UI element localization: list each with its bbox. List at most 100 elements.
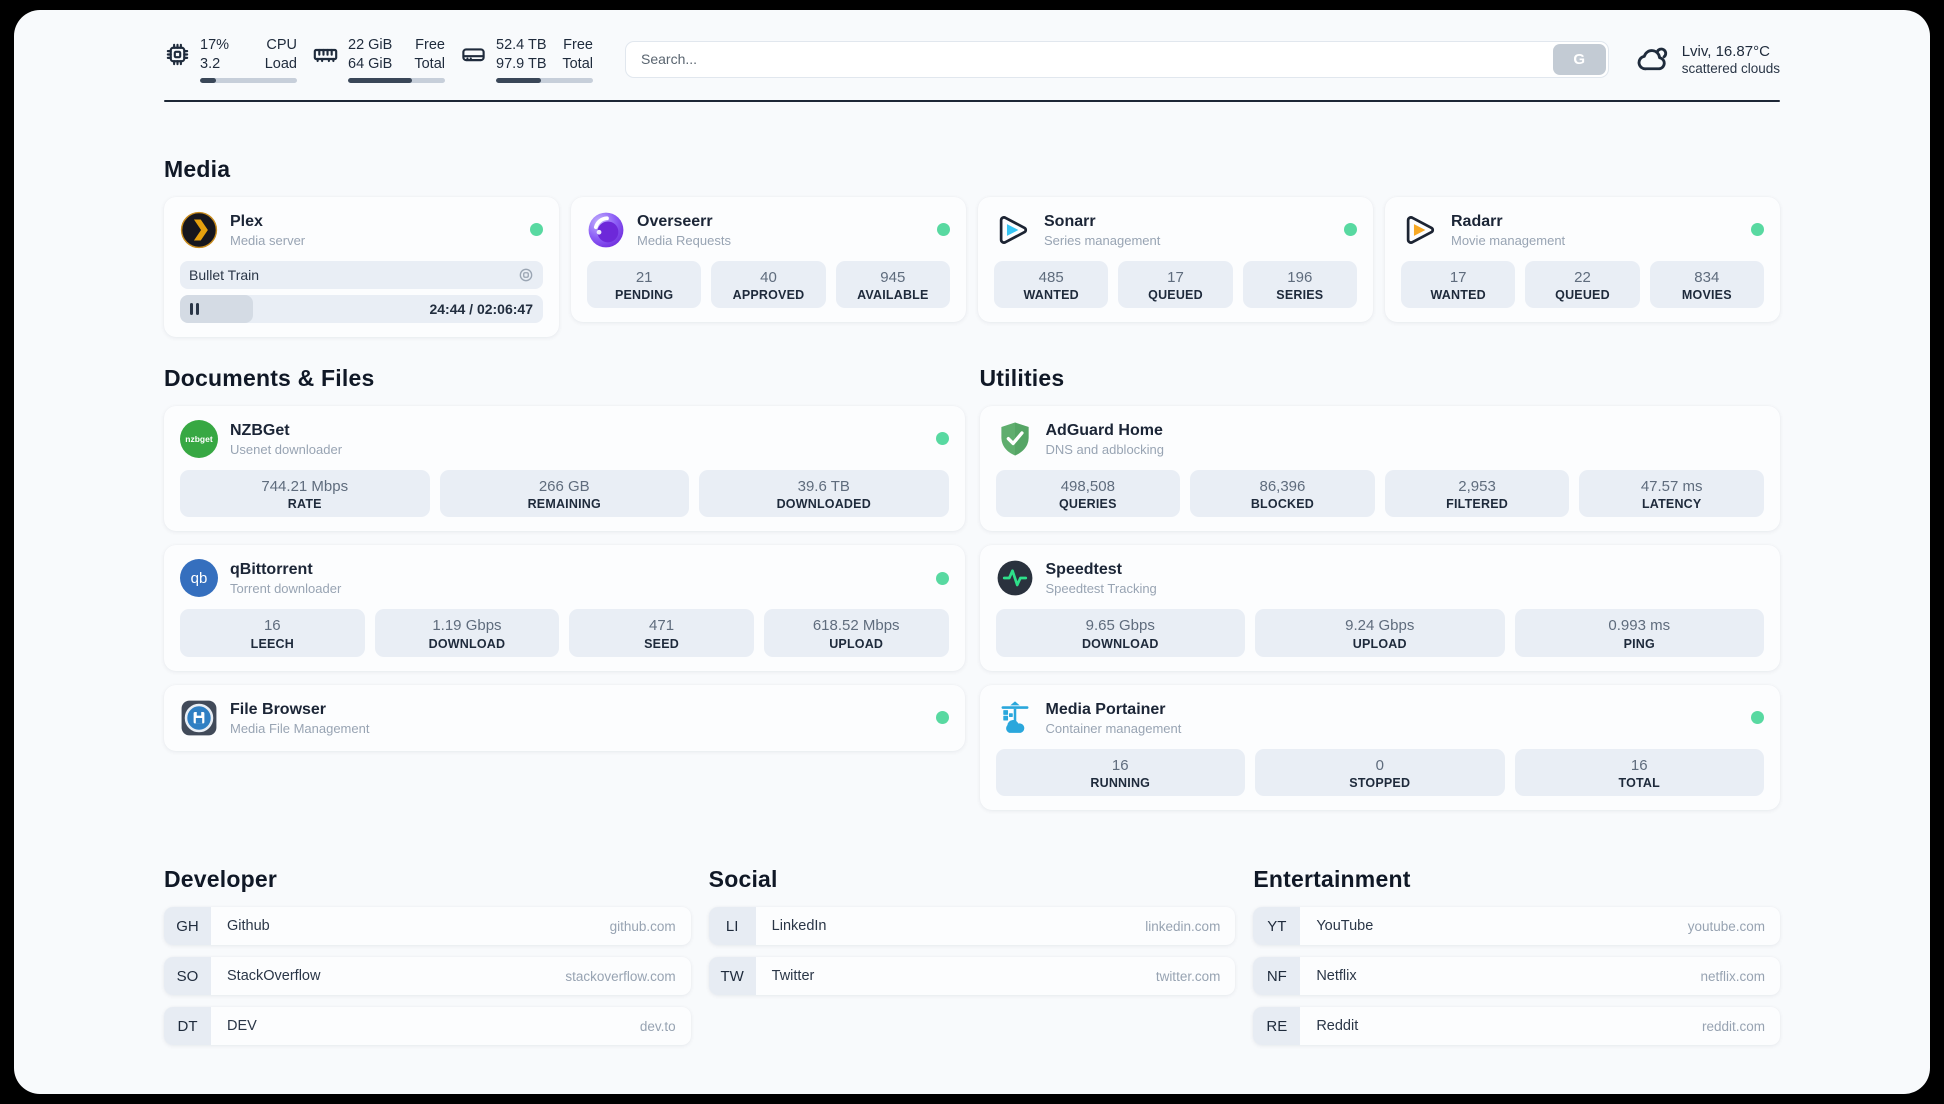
bookmark-youtube[interactable]: YT YouTube youtube.com — [1253, 907, 1780, 946]
stat-box: 0 STOPPED — [1255, 748, 1505, 797]
section-title-media: Media — [164, 155, 231, 182]
pause-button[interactable] — [190, 302, 202, 315]
bookmark-group-social: Social LI LinkedIn linkedin.com TW Twitt… — [708, 866, 1236, 996]
stat-box: 16 RUNNING — [995, 748, 1245, 797]
stat-box: 16 LEECH — [180, 609, 365, 657]
cpu-progress-bar — [200, 77, 297, 83]
app-subtitle: Media Requests — [637, 232, 731, 248]
bookmark-name: Github — [227, 918, 270, 935]
app-card-radarr[interactable]: Radarr Movie management 17 WANTED 22 QUE… — [1385, 196, 1780, 323]
bookmark-abbr: SO — [164, 957, 211, 996]
bookmark-url: stackoverflow.com — [565, 968, 676, 984]
bookmark-name: Reddit — [1316, 1018, 1359, 1035]
bookmark-linkedin[interactable]: LI LinkedIn linkedin.com — [708, 907, 1236, 946]
app-card-qbittorrent[interactable]: qb qBittorrent Torrent downloader 16 LEE… — [164, 545, 965, 671]
player-progress-row: 24:44 / 02:06:47 — [180, 294, 543, 323]
bookmark-url: dev.to — [639, 1018, 676, 1034]
app-card-nzbget[interactable]: nzbget NZBGet Usenet downloader 744.21 M… — [164, 405, 965, 532]
app-card-sonarr[interactable]: Sonarr Series management 485 WANTED 17 Q… — [978, 196, 1373, 323]
weather-widget: Lviv, 16.87°C scattered clouds — [1635, 41, 1780, 77]
search-bar: G — [625, 40, 1609, 78]
cpu-value-2: 3.2 — [200, 55, 221, 72]
bookmark-abbr: NF — [1253, 957, 1301, 996]
bookmark-url: github.com — [609, 918, 676, 934]
bookmark-name: YouTube — [1316, 918, 1374, 935]
cpu-value-1: 17% — [200, 37, 230, 53]
bookmark-twitter[interactable]: TW Twitter twitter.com — [708, 957, 1236, 996]
plex-icon — [180, 211, 218, 249]
memory-progress-bar — [348, 77, 445, 83]
sonarr-icon — [994, 211, 1032, 249]
status-dot — [935, 571, 949, 585]
app-name: NZBGet — [230, 421, 290, 439]
stat-box: 22 QUEUED — [1525, 260, 1640, 309]
status-dot — [935, 432, 949, 446]
storage-label-1: Free — [563, 37, 593, 53]
app-card-adguard[interactable]: AdGuard Home DNS and adblocking 498,508 … — [979, 405, 1780, 532]
bookmark-netflix[interactable]: NF Netflix netflix.com — [1253, 957, 1780, 996]
memory-value-2: 64 GiB — [348, 55, 393, 72]
stat-box: 266 GB REMAINING — [439, 469, 689, 518]
bookmark-abbr: GH — [164, 907, 211, 946]
now-playing-row: Bullet Train — [180, 260, 543, 289]
app-subtitle: Media File Management — [230, 720, 370, 736]
stat-box: 498,508 QUERIES — [995, 469, 1181, 518]
stat-box: 86,396 BLOCKED — [1190, 469, 1375, 518]
now-playing-title: Bullet Train — [189, 266, 260, 283]
bookmark-reddit[interactable]: RE Reddit reddit.com — [1253, 1007, 1780, 1046]
stat-box: 17 WANTED — [1401, 260, 1516, 309]
bookmark-name: Netflix — [1316, 968, 1357, 985]
stat-box: 39.6 TB DOWNLOADED — [699, 469, 949, 518]
section-title-documents: Documents & Files — [164, 364, 375, 391]
memory-stat-widget: 22 GiB 64 GiB Free Total — [312, 36, 445, 83]
app-subtitle: Container management — [1045, 720, 1182, 736]
memory-label-2: Total — [414, 55, 445, 72]
bookmark-name: LinkedIn — [771, 918, 827, 935]
header: 17% 3.2 CPU Load — [164, 36, 1780, 83]
stat-box: 744.21 Mbps RATE — [180, 469, 430, 518]
bookmark-github[interactable]: GH Github github.com — [164, 907, 691, 946]
video-session-icon — [518, 267, 534, 283]
stat-box: 485 WANTED — [994, 260, 1109, 309]
app-card-overseerr[interactable]: Overseerr Media Requests 21 PENDING 40 A… — [571, 196, 966, 323]
app-card-plex[interactable]: Plex Media server Bullet Train 24:44 / 0… — [164, 196, 559, 337]
stat-box: 2,953 FILTERED — [1384, 469, 1570, 518]
portainer-icon — [996, 699, 1034, 737]
stat-box: 618.52 Mbps UPLOAD — [763, 609, 949, 657]
app-card-speedtest[interactable]: Speedtest Speedtest Tracking 9.65 Gbps D… — [979, 545, 1780, 671]
app-name: Overseerr — [637, 212, 713, 230]
app-card-portainer[interactable]: Media Portainer Container management 16 … — [979, 684, 1780, 811]
stat-box: 9.24 Gbps UPLOAD — [1255, 609, 1505, 657]
system-stats: 17% 3.2 CPU Load — [164, 36, 593, 83]
status-dot — [530, 223, 543, 237]
app-subtitle: Usenet downloader — [230, 441, 343, 457]
bookmark-url: linkedin.com — [1145, 918, 1221, 934]
app-card-filebrowser[interactable]: File Browser Media File Management — [164, 684, 965, 751]
search-engine-button[interactable]: G — [1552, 43, 1606, 75]
cloud-icon — [1635, 41, 1671, 77]
app-name: File Browser — [230, 700, 327, 718]
status-dot — [935, 711, 949, 725]
stat-box: 471 SEED — [569, 609, 754, 657]
bookmark-abbr: RE — [1253, 1007, 1301, 1046]
bookmark-name: DEV — [227, 1018, 257, 1035]
stat-box: 834 MOVIES — [1649, 260, 1764, 309]
bookmark-stackoverflow[interactable]: SO StackOverflow stackoverflow.com — [164, 957, 691, 996]
memory-value-1: 22 GiB — [348, 37, 393, 53]
app-name: AdGuard Home — [1045, 421, 1163, 439]
app-subtitle: Media server — [230, 232, 306, 248]
search-input[interactable] — [625, 40, 1609, 78]
section-title-developer: Developer — [164, 866, 278, 893]
bookmark-abbr: YT — [1253, 907, 1301, 946]
weather-location-temp: Lviv, 16.87°C — [1681, 42, 1770, 60]
bookmark-dev[interactable]: DT DEV dev.to — [164, 1007, 691, 1046]
speedtest-icon — [996, 559, 1034, 597]
cpu-label-1: CPU — [266, 37, 297, 53]
documents-column: Documents & Files nzbget NZBGet Usenet d… — [164, 365, 965, 811]
qbittorrent-icon: qb — [180, 559, 218, 598]
stat-box: 47.57 ms LATENCY — [1579, 469, 1764, 518]
hard-drive-icon — [460, 41, 487, 68]
section-title-social: Social — [708, 866, 778, 893]
status-dot — [1344, 223, 1357, 237]
bookmark-name: Twitter — [771, 968, 815, 985]
